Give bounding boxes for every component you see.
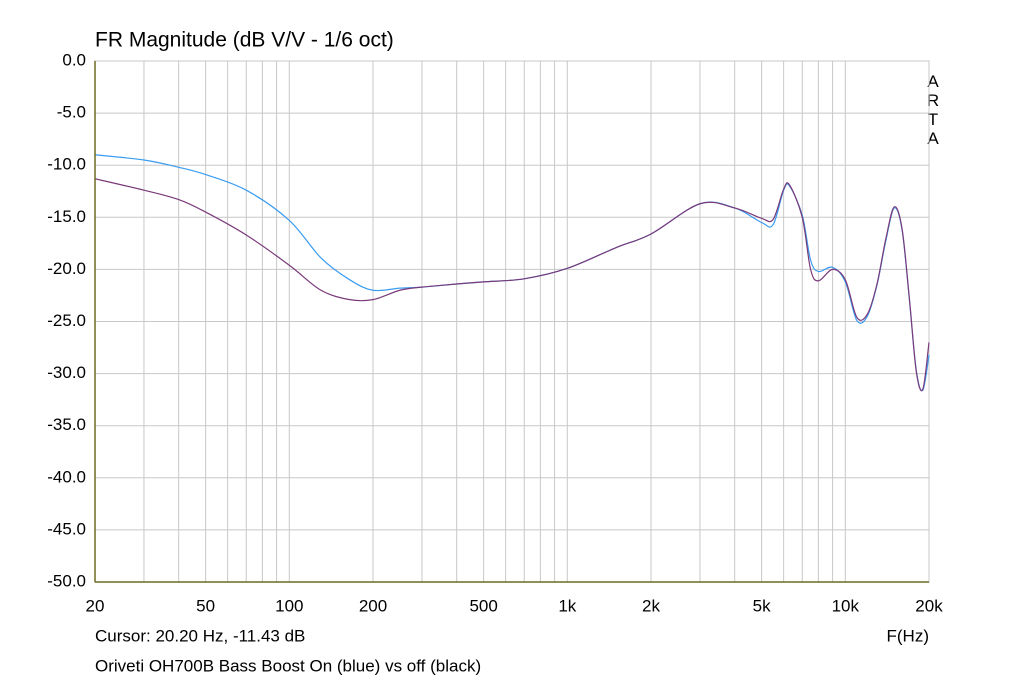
cursor-readout: Cursor: 20.20 Hz, -11.43 dB: [95, 626, 305, 645]
x-tick-label: 10k: [832, 596, 860, 615]
series-line: [94, 178, 930, 392]
x-tick-label: 500: [469, 596, 497, 615]
x-tick-label: 5k: [753, 596, 771, 615]
y-tick-label: -50.0: [47, 571, 86, 590]
watermark: ARTA: [924, 72, 943, 148]
y-tick-label: -25.0: [47, 311, 86, 330]
y-tick-label: -30.0: [47, 363, 86, 382]
y-tick-label: -5.0: [57, 103, 86, 122]
x-tick-label: 20: [86, 596, 105, 615]
y-tick-label: -40.0: [47, 467, 86, 486]
y-tick-label: -20.0: [47, 259, 86, 278]
x-tick-label: 100: [275, 596, 303, 615]
x-axis-label: F(Hz): [887, 626, 929, 645]
y-tick-label: 0.0: [62, 50, 86, 69]
y-tick-label: -15.0: [47, 207, 86, 226]
y-tick-label: -10.0: [47, 155, 86, 174]
chart-title: FR Magnitude (dB V/V - 1/6 oct): [95, 29, 394, 52]
x-tick-label: 50: [196, 596, 215, 615]
x-tick-label: 200: [359, 596, 387, 615]
x-tick-label: 20k: [915, 596, 943, 615]
y-tick-label: -45.0: [47, 519, 86, 538]
x-tick-label: 1k: [558, 596, 576, 615]
y-tick-label: -35.0: [47, 415, 86, 434]
caption: Oriveti OH700B Bass Boost On (blue) vs o…: [95, 656, 481, 675]
x-tick-label: 2k: [642, 596, 660, 615]
